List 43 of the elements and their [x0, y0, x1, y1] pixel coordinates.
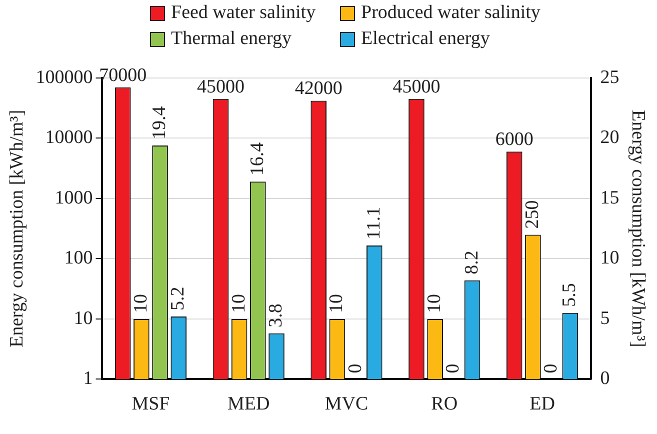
data-label: 10 — [424, 294, 446, 313]
data-label: 45000 — [392, 76, 440, 98]
legend-label: Electrical energy — [361, 28, 490, 50]
legend-label: Produced water salinity — [361, 2, 540, 24]
x-tick-label: MED — [228, 394, 270, 415]
data-label: 8.2 — [461, 250, 482, 274]
x-tick-label: MSF — [132, 394, 170, 415]
data-label: 19.4 — [149, 106, 170, 140]
data-label: 10 — [228, 294, 250, 313]
data-label: 0 — [442, 364, 464, 374]
data-label: 45000 — [196, 76, 244, 98]
y2-tick-label: 5 — [600, 308, 610, 329]
legend-label: Thermal energy — [171, 28, 292, 50]
y-tick-label: 10 — [74, 308, 93, 329]
x-tick-label: MVC — [324, 394, 368, 415]
data-label: 0 — [344, 364, 366, 374]
data-label: 5.2 — [168, 286, 189, 311]
y2-tick-label: 20 — [600, 127, 620, 148]
y-tick-label: 1000 — [54, 187, 93, 208]
y2-tick-label: 0 — [600, 368, 610, 390]
data-label: 5.5 — [559, 283, 580, 307]
data-label: 10 — [326, 294, 348, 313]
y-tick-label: 1 — [83, 368, 93, 390]
legend-label: Feed water salinity — [171, 2, 316, 24]
data-label: 250 — [522, 200, 543, 229]
y-axis-title: Energy consumption [kWh/m³] — [6, 110, 28, 348]
y-tick-label: 10000 — [45, 127, 93, 148]
data-label: 0 — [540, 364, 562, 374]
y-tick-label: 100000 — [36, 66, 93, 88]
data-label: 42000 — [294, 78, 342, 100]
data-label: 10 — [130, 294, 152, 313]
data-label: 11.1 — [363, 206, 384, 240]
y-tick-label: 100 — [64, 248, 93, 269]
y2-tick-label: 25 — [600, 66, 620, 88]
data-label: 3.8 — [266, 304, 286, 328]
data-label: 70000 — [99, 64, 147, 86]
x-tick-label: ED — [530, 394, 555, 415]
y2-axis-title: Energy consumption [kWh/m³] — [628, 110, 649, 348]
y2-tick-label: 10 — [600, 248, 620, 269]
data-label: 16.4 — [246, 142, 268, 176]
data-label: 6000 — [495, 129, 534, 150]
y2-tick-label: 15 — [600, 187, 620, 208]
x-tick-label: RO — [431, 394, 458, 415]
